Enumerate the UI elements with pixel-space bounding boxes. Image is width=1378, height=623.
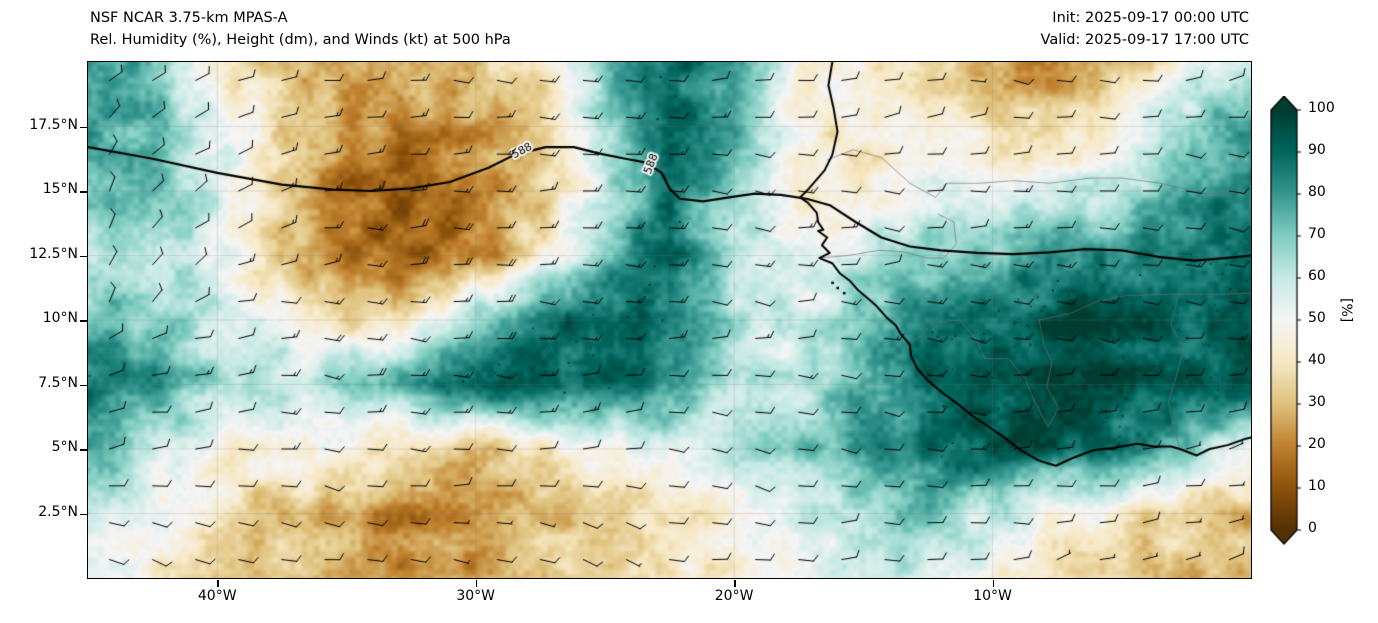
- colorbar-tick-label: 40: [1308, 352, 1326, 368]
- colorbar-tick-label: 90: [1308, 142, 1326, 158]
- x-tick-label: 20°W: [714, 588, 754, 604]
- y-tick-label: 15°N: [42, 181, 78, 197]
- y-tick-label: 12.5°N: [29, 245, 78, 262]
- colorbar-tick-label: 60: [1308, 268, 1326, 284]
- y-tick-mark: [80, 255, 87, 257]
- colorbar-tick-label: 50: [1308, 310, 1326, 326]
- map-plot-area: [87, 61, 1252, 579]
- y-tick-label: 5°N: [51, 439, 78, 455]
- x-tick-label: 30°W: [456, 588, 495, 604]
- map-canvas: [88, 62, 1251, 578]
- y-tick-mark: [80, 449, 87, 451]
- valid-time: Valid: 2025-09-17 17:00 UTC: [1040, 32, 1249, 48]
- x-tick-label: 10°W: [973, 588, 1012, 604]
- colorbar-tick-label: 0: [1308, 520, 1317, 536]
- y-tick-label: 17.5°N: [29, 116, 78, 133]
- init-time: Init: 2025-09-17 00:00 UTC: [1052, 10, 1249, 26]
- y-tick-label: 10°N: [42, 310, 78, 326]
- y-tick-mark: [80, 384, 87, 386]
- colorbar-units-label: [%]: [1338, 298, 1354, 323]
- x-tick-mark: [992, 580, 995, 587]
- colorbar-tick-label: 80: [1308, 184, 1326, 200]
- colorbar-tick-label: 10: [1308, 478, 1326, 494]
- field-title: Rel. Humidity (%), Height (dm), and Wind…: [90, 32, 511, 48]
- colorbar-tick-label: 30: [1308, 394, 1326, 410]
- colorbar-tick-label: 20: [1308, 436, 1326, 452]
- y-tick-label: 7.5°N: [38, 374, 78, 391]
- x-tick-label: 40°W: [197, 588, 237, 604]
- y-tick-mark: [80, 513, 87, 515]
- y-tick-mark: [80, 320, 87, 322]
- y-tick-label: 2.5°N: [38, 503, 78, 520]
- x-tick-mark: [475, 580, 478, 587]
- y-tick-mark: [80, 191, 87, 193]
- y-tick-mark: [80, 126, 87, 128]
- colorbar: [1270, 96, 1304, 546]
- x-tick-mark: [217, 580, 219, 587]
- model-title: NSF NCAR 3.75-km MPAS-A: [90, 10, 288, 26]
- x-tick-mark: [734, 580, 736, 587]
- colorbar-tick-label: 100: [1308, 100, 1335, 116]
- colorbar-tick-label: 70: [1308, 226, 1326, 242]
